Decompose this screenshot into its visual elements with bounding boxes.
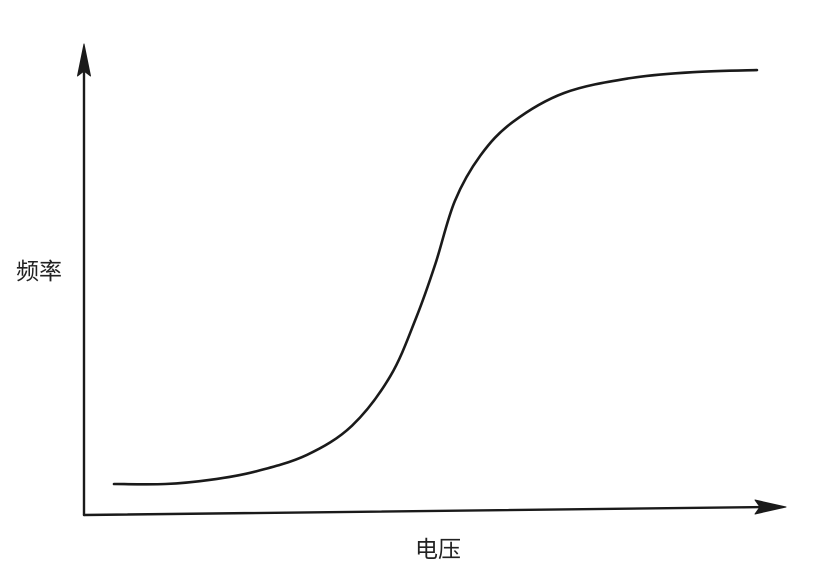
y-axis-label: 频率 <box>16 259 62 285</box>
y-axis-arrow-icon <box>77 43 91 77</box>
x-axis-label: 电压 <box>415 537 461 563</box>
x-axis-arrow-icon <box>754 499 787 515</box>
series-line <box>112 68 759 486</box>
x-axis <box>82 499 787 517</box>
x-axis-line <box>82 505 774 517</box>
y-axis <box>77 43 91 517</box>
